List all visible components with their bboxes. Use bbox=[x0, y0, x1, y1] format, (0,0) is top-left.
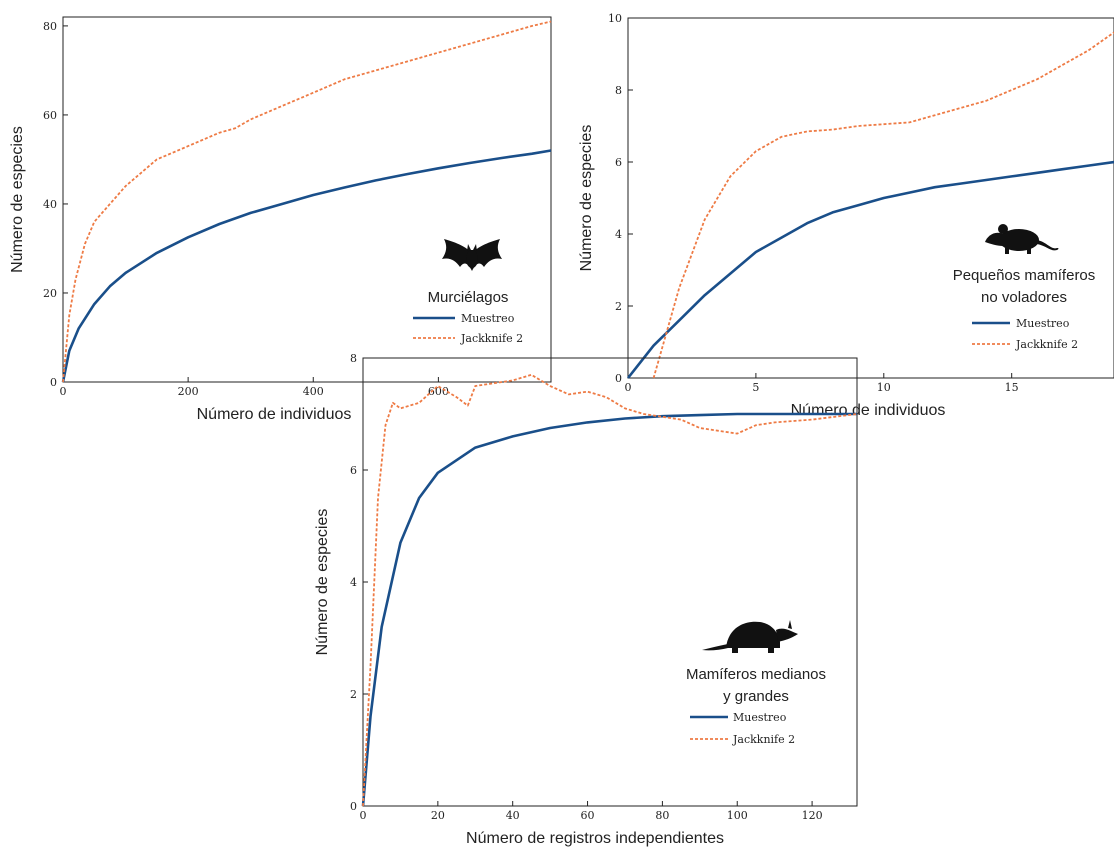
y-tick-label: 4 bbox=[615, 228, 622, 241]
y-tick-label: 20 bbox=[43, 287, 57, 300]
panel-label: Murciélagos bbox=[428, 289, 509, 306]
legend-entry: Muestreo bbox=[1016, 317, 1070, 330]
chart-panel-1: 0 200 400 600 0 20 40 60 80 Número de individuos N… bbox=[9, 16, 552, 423]
y-tick-label: 0 bbox=[615, 372, 622, 385]
x-tick-label: 0 bbox=[360, 809, 367, 822]
y-tick-label: 80 bbox=[43, 20, 57, 33]
x-tick-label: 0 bbox=[625, 381, 632, 394]
x-axis-title: Número de individuos bbox=[197, 406, 352, 423]
chart-panel-3: 0 20 40 60 80 100 120 0 2 4 6 8 Número de registros … bbox=[314, 352, 858, 847]
series-line-muestreo bbox=[61, 149, 552, 383]
series-line-jackknife-2 bbox=[652, 31, 1114, 379]
legend-entry: Jackknife 2 bbox=[460, 332, 523, 345]
x-tick-label: 200 bbox=[178, 385, 199, 398]
panel-label: Pequeños mamíferos bbox=[953, 267, 1096, 284]
y-tick-label: 10 bbox=[608, 12, 622, 25]
y-tick-label: 2 bbox=[350, 688, 357, 701]
legend-entry: Muestreo bbox=[461, 312, 515, 325]
legend-entry: Jackknife 2 bbox=[1015, 338, 1078, 351]
y-axis-title: Número de especies bbox=[578, 125, 595, 272]
armadillo-icon bbox=[702, 620, 798, 653]
series-line-jackknife-2 bbox=[362, 373, 858, 807]
y-tick-label: 2 bbox=[615, 300, 622, 313]
panel-label: no voladores bbox=[981, 289, 1067, 306]
y-tick-label: 8 bbox=[615, 84, 622, 97]
x-tick-label: 60 bbox=[581, 809, 595, 822]
y-tick-label: 0 bbox=[350, 800, 357, 813]
x-axis-title: Número de individuos bbox=[791, 402, 946, 419]
x-tick-label: 600 bbox=[428, 385, 449, 398]
panel-label: y grandes bbox=[723, 688, 789, 705]
y-tick-label: 60 bbox=[43, 109, 57, 122]
x-tick-label: 80 bbox=[655, 809, 669, 822]
x-tick-label: 400 bbox=[303, 385, 324, 398]
series-line-jackknife-2 bbox=[62, 20, 552, 383]
y-tick-label: 0 bbox=[50, 376, 57, 389]
y-tick-label: 40 bbox=[43, 198, 57, 211]
y-tick-label: 8 bbox=[350, 352, 357, 365]
y-tick-label: 6 bbox=[350, 464, 357, 477]
y-tick-label: 4 bbox=[350, 576, 357, 589]
series-line-muestreo bbox=[361, 412, 857, 807]
x-axis-title: Número de registros independientes bbox=[466, 830, 724, 847]
legend-entry: Muestreo bbox=[733, 711, 787, 724]
x-tick-label: 0 bbox=[60, 385, 67, 398]
rodent-icon bbox=[985, 224, 1059, 254]
series-line-muestreo bbox=[626, 160, 1114, 379]
y-axis-title: Número de especies bbox=[9, 126, 26, 273]
x-tick-label: 120 bbox=[802, 809, 823, 822]
y-tick-label: 6 bbox=[615, 156, 622, 169]
y-axis-title: Número de especies bbox=[314, 509, 331, 656]
x-tick-label: 5 bbox=[752, 381, 759, 394]
plot-frame bbox=[627, 17, 1114, 379]
plot-frame bbox=[62, 16, 552, 383]
legend-entry: Jackknife 2 bbox=[732, 733, 795, 746]
panel-label: Mamíferos medianos bbox=[686, 666, 826, 683]
bat-icon bbox=[442, 239, 502, 271]
x-tick-label: 10 bbox=[877, 381, 891, 394]
x-tick-label: 20 bbox=[431, 809, 445, 822]
x-tick-label: 40 bbox=[506, 809, 520, 822]
x-tick-label: 15 bbox=[1005, 381, 1019, 394]
chart-panel-2: 0 5 10 15 0 2 4 6 8 10 Número de individuos Número … bbox=[578, 12, 1114, 419]
x-tick-label: 100 bbox=[727, 809, 748, 822]
